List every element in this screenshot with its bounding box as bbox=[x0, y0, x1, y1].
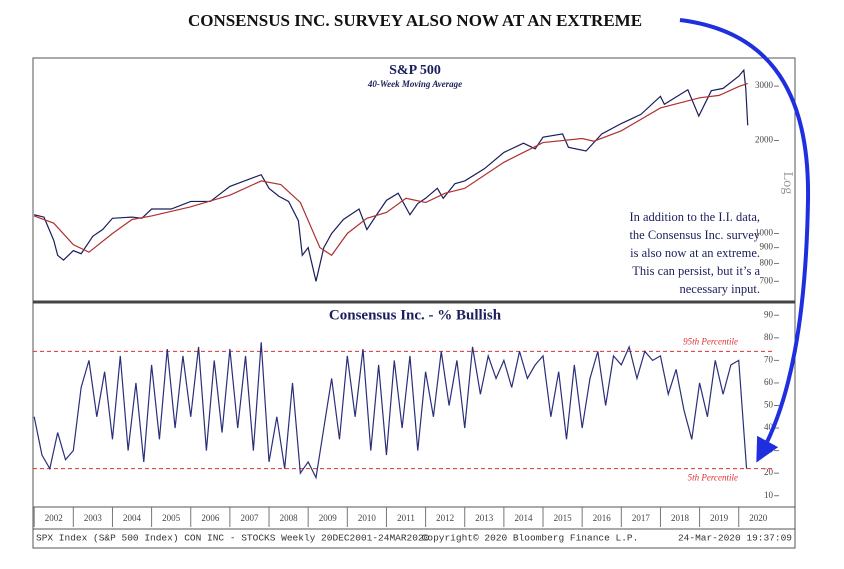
x-tick-label: 2017 bbox=[632, 513, 651, 523]
x-tick-label: 2004 bbox=[123, 513, 142, 523]
annotation-line: is also now at an extreme. bbox=[630, 246, 760, 260]
chart-title: Consensus Inc. - % Bullish bbox=[329, 307, 502, 323]
y-tick-label: 90 bbox=[764, 309, 774, 319]
x-tick-label: 2005 bbox=[162, 513, 181, 523]
x-tick-label: 2014 bbox=[514, 513, 533, 523]
y-tick-label: 20 bbox=[764, 467, 774, 477]
annotation-line: the Consensus Inc. survey bbox=[629, 228, 760, 242]
footer-center: Copyright© 2020 Bloomberg Finance L.P. bbox=[422, 533, 639, 544]
y-tick-label: 800 bbox=[760, 257, 774, 267]
footer-left: SPX Index (S&P 500 Index) CON INC - STOC… bbox=[36, 533, 430, 544]
x-tick-label: 2002 bbox=[45, 513, 63, 523]
x-tick-label: 2011 bbox=[397, 513, 415, 523]
x-tick-label: 2012 bbox=[436, 513, 454, 523]
x-tick-label: 2013 bbox=[475, 513, 494, 523]
y-tick-label: 40 bbox=[764, 422, 774, 432]
y-tick-label: 700 bbox=[760, 275, 774, 285]
x-tick-label: 2010 bbox=[358, 513, 377, 523]
y-tick-label: 900 bbox=[760, 242, 774, 252]
y-tick-label: 80 bbox=[764, 332, 774, 342]
series-line bbox=[34, 68, 749, 282]
series-line bbox=[33, 82, 748, 257]
annotation-line: This can persist, but it’s a bbox=[632, 264, 760, 278]
reference-label: 95th Percentile bbox=[683, 336, 738, 346]
x-tick-label: 2020 bbox=[749, 513, 768, 523]
y-tick-label: 3000 bbox=[755, 80, 774, 90]
log-label: Log bbox=[780, 172, 795, 195]
annotation-line: necessary input. bbox=[679, 282, 760, 296]
y-tick-label: 70 bbox=[764, 354, 774, 364]
headline: CONSENSUS INC. SURVEY ALSO NOW AT AN EXT… bbox=[188, 11, 642, 30]
annotation-line: In addition to the I.I. data, bbox=[629, 210, 760, 224]
series-line bbox=[33, 342, 748, 480]
arrow bbox=[679, 18, 811, 463]
footer-right: 24-Mar-2020 19:37:09 bbox=[678, 533, 792, 544]
x-tick-label: 2008 bbox=[280, 513, 299, 523]
x-tick-label: 2015 bbox=[554, 513, 573, 523]
x-tick-label: 2003 bbox=[84, 513, 103, 523]
y-tick-label: 1000 bbox=[755, 228, 774, 238]
y-tick-label: 60 bbox=[764, 377, 774, 387]
x-tick-label: 2006 bbox=[201, 513, 220, 523]
x-tick-label: 2019 bbox=[710, 513, 729, 523]
x-tick-label: 2016 bbox=[593, 513, 612, 523]
chart-title: S&P 500 bbox=[389, 63, 441, 78]
chart-subtitle: 40-Week Moving Average bbox=[367, 79, 462, 89]
y-tick-label: 2000 bbox=[755, 135, 774, 145]
annotation: In addition to the I.I. data, the Consen… bbox=[629, 210, 760, 296]
marks: 7008009001000200030001020304050607080902… bbox=[33, 68, 779, 527]
x-tick-label: 2018 bbox=[671, 513, 690, 523]
reference-label: 5th Percentile bbox=[688, 473, 738, 483]
x-tick-label: 2009 bbox=[319, 513, 338, 523]
y-tick-label: 10 bbox=[764, 490, 774, 500]
y-tick-label: 50 bbox=[764, 400, 774, 410]
x-tick-label: 2007 bbox=[240, 513, 259, 523]
